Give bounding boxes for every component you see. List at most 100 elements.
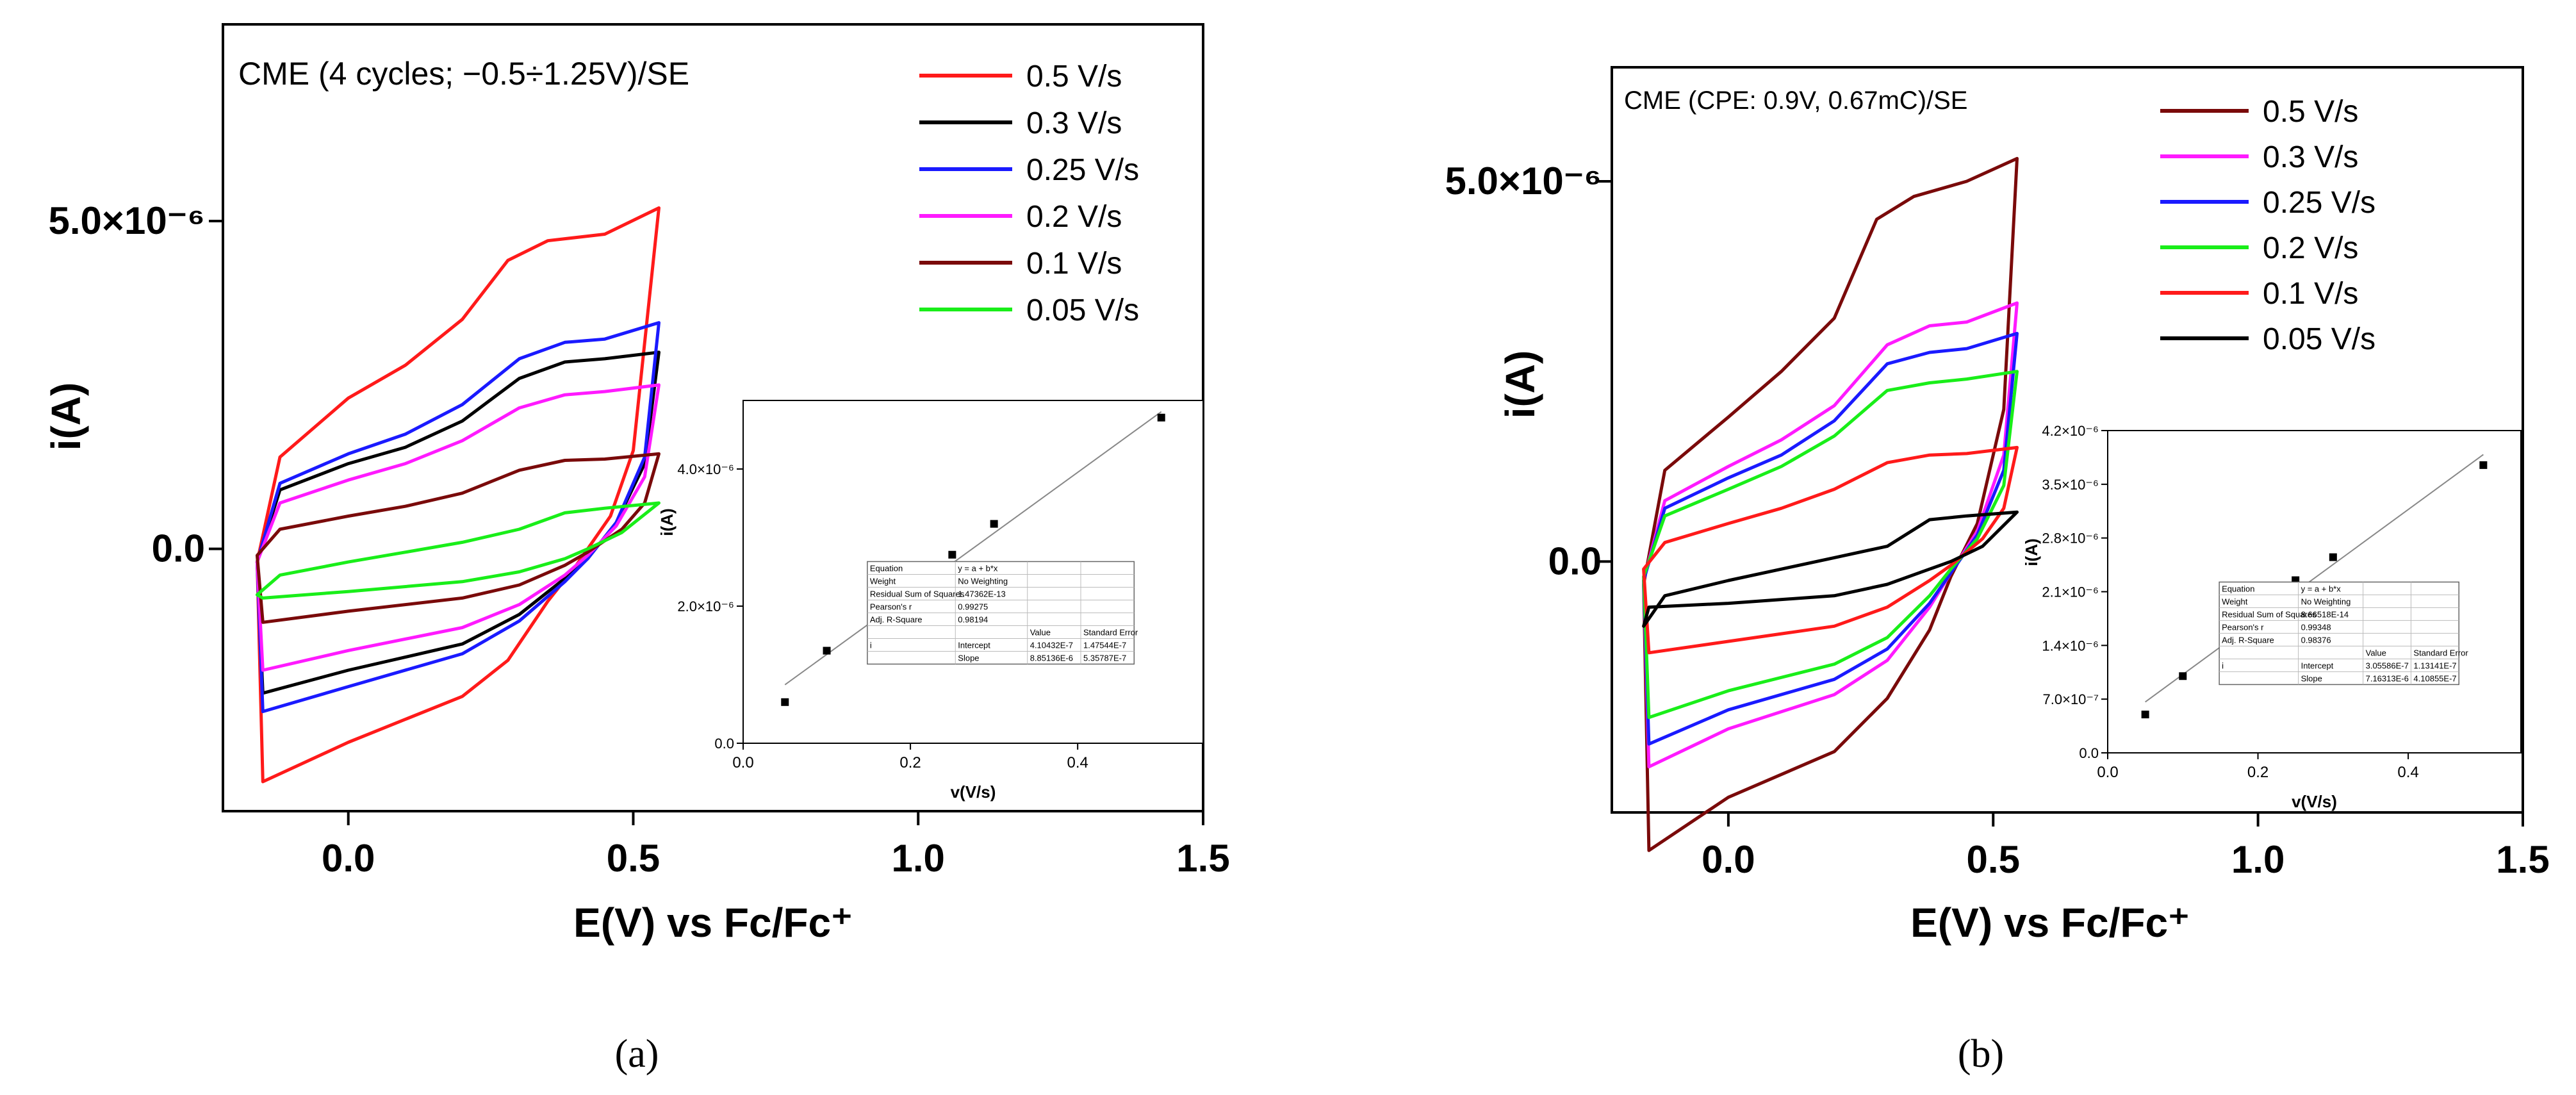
cv-curve-0-25-V-s (1642, 331, 2019, 746)
y-axis-label: i(A) (1497, 350, 1543, 419)
x-tick-label: 0.5 (607, 837, 660, 880)
inset-fit-line (784, 411, 1162, 686)
stats-table-cell: y = a + b*x (958, 563, 998, 573)
legend-label: 0.1 V/s (2263, 277, 2358, 311)
chart-panel-b: 0.0 0.5 1.0 1.5 0.0 5.0×10⁻⁶ CME (CPE: 0.9V, 0… (1445, 66, 2550, 1076)
stats-table-cell: 4.10855E-7 (2413, 673, 2456, 683)
inset-plot: 0.0 0.2 0.4 0.0 2.0×10⁻⁶ 4.0×10⁻⁶ v(V/s) i(A) Eq… (657, 400, 1204, 802)
cv-curve-0-3-V-s (255, 350, 660, 695)
stats-table-cell: 4.10432E-7 (1030, 640, 1073, 650)
inset-x-tick-label: 0.0 (2097, 764, 2118, 781)
legend-label: 0.05 V/s (1026, 293, 1139, 327)
cv-curve-0-2-V-s (1642, 370, 2019, 720)
stats-table-cell: No Weighting (958, 576, 1008, 586)
inset-y-tick-label: 2.0×10⁻⁶ (677, 598, 734, 614)
stats-table-cell: 0.98194 (958, 614, 988, 624)
inset-x-axis-label: v(V/s) (2292, 792, 2337, 811)
stats-table-cell: 0.99275 (958, 602, 988, 611)
stats-table-cell: Slope (958, 653, 979, 663)
cv-curve-0-5-V-s (1642, 156, 2019, 852)
stats-table-cell: 1.47362E-13 (958, 589, 1005, 598)
stats-table-cell: 1.13141E-7 (2413, 661, 2456, 670)
stats-table-cell: 0.99348 (2301, 622, 2331, 632)
stats-table-cell: 1.47544E-7 (1083, 640, 1126, 650)
legend-label: 0.05 V/s (2263, 322, 2375, 356)
legend-label: 0.3 V/s (2263, 140, 2358, 174)
inset-y-tick-label: 1.4×10⁻⁶ (2042, 638, 2099, 654)
stats-table-cell: 5.35787E-7 (1083, 653, 1126, 663)
stats-table-cell: 0.98376 (2301, 635, 2331, 645)
stats-table-cell: Pearson's r (2222, 622, 2264, 632)
x-tick-label: 0.0 (1702, 838, 1755, 881)
legend-label: 0.3 V/s (1026, 106, 1122, 140)
stats-table-cell: Weight (870, 576, 896, 586)
cv-curve-0-05-V-s (255, 501, 660, 600)
inset-x-axis-label: v(V/s) (951, 782, 996, 802)
y-tick-label: 5.0×10⁻⁶ (1445, 160, 1602, 202)
stats-table-cell: Standard Error (1083, 627, 1138, 637)
legend-label: 0.5 V/s (1026, 60, 1122, 94)
stats-table-cell: 8.66518E-14 (2301, 609, 2349, 619)
stats-table-cell: Adj. R-Square (870, 614, 923, 624)
stats-table-cell: No Weighting (2301, 597, 2351, 606)
cv-curve-0-5-V-s (255, 206, 660, 784)
inset-stats-table: Equation y = a + b*x Weight No Weighting Res… (2219, 581, 2468, 686)
inset-y-tick-label: 3.5×10⁻⁶ (2042, 477, 2099, 493)
inset-data-point (948, 550, 956, 559)
y-tick-label: 0.0 (1548, 539, 1602, 582)
x-tick-label: 0.0 (322, 837, 375, 880)
stats-table-cell: 7.16313E-6 (2366, 673, 2409, 683)
legend-label: 0.2 V/s (2263, 231, 2358, 265)
cv-curve-0-05-V-s (1642, 510, 2019, 628)
inset-y-axis-label: i(A) (2022, 538, 2041, 566)
x-axis-label: E(V) vs Fc/Fc⁺ (573, 900, 853, 946)
cv-curve-0-1-V-s (255, 452, 660, 624)
stats-table-cell: i (870, 640, 872, 650)
inset-data-point (1157, 413, 1165, 422)
inset-data-point (2479, 461, 2488, 469)
inset-y-tick-label: 0.0 (2079, 745, 2099, 761)
cv-curve-0-25-V-s (255, 321, 660, 713)
x-tick-label: 0.5 (1967, 838, 2020, 881)
inset-data-point (781, 698, 789, 706)
inset-y-tick-label: 4.0×10⁻⁶ (677, 461, 734, 477)
inset-x-tick-label: 0.4 (1067, 754, 1088, 771)
stats-table-cell: Value (1030, 627, 1051, 637)
legend-label: 0.2 V/s (1026, 200, 1122, 234)
inset-y-tick-label: 4.2×10⁻⁶ (2042, 423, 2099, 439)
stats-table-cell: 8.85136E-6 (1030, 653, 1073, 663)
inset-stats-table: Equation y = a + b*x Weight No Weighting Res… (867, 561, 1138, 665)
inset-plot: 0.0 0.2 0.4 0.0 7.0×10⁻⁷ 1.4×10⁻⁶ 2.1×10⁻⁶ 2.8×… (2022, 423, 2522, 811)
plot-frame (1611, 66, 2524, 814)
x-axis-label: E(V) vs Fc/Fc⁺ (1910, 900, 2190, 946)
inset-x-tick-label: 0.2 (2247, 764, 2268, 781)
inset-y-tick-label: 0.0 (714, 736, 734, 752)
legend-label: 0.1 V/s (1026, 247, 1122, 281)
chart-title: CME (CPE: 0.9V, 0.67mC)/SE (1624, 86, 1967, 115)
y-tick-label: 5.0×10⁻⁶ (49, 199, 205, 242)
cv-curve-0-2-V-s (255, 383, 660, 672)
x-tick-label: 1.5 (2496, 838, 2549, 881)
panel-label: (b) (1958, 1032, 2004, 1076)
stats-table-cell: Equation (2222, 584, 2254, 593)
inset-y-tick-label: 7.0×10⁻⁷ (2043, 691, 2099, 707)
inset-y-tick-label: 2.1×10⁻⁶ (2042, 584, 2099, 600)
stats-table-cell: Equation (870, 563, 903, 573)
x-tick-label: 1.0 (892, 837, 945, 880)
chart-title: CME (4 cycles; −0.5÷1.25V)/SE (238, 56, 689, 92)
legend-label: 0.25 V/s (1026, 153, 1139, 187)
chart-panel-a: 0.0 0.5 1.0 1.5 0.0 5.0×10⁻⁶ CME (4 cycles; −0… (43, 23, 1230, 1076)
inset-data-point (990, 520, 998, 528)
stats-table-cell: Residual Sum of Squares (2222, 609, 2317, 619)
inset-data-point (2329, 553, 2337, 561)
x-tick-label: 1.0 (2231, 838, 2285, 881)
stats-table-cell: Slope (2301, 673, 2322, 683)
inset-data-point (2179, 672, 2187, 680)
stats-table-cell: y = a + b*x (2301, 584, 2342, 593)
stats-table-cell: Pearson's r (870, 602, 912, 611)
panel-label: (a) (615, 1032, 659, 1076)
y-tick-label: 0.0 (152, 527, 205, 570)
stats-table-cell: Intercept (2301, 661, 2334, 670)
cv-curve-0-1-V-s (1642, 445, 2019, 655)
